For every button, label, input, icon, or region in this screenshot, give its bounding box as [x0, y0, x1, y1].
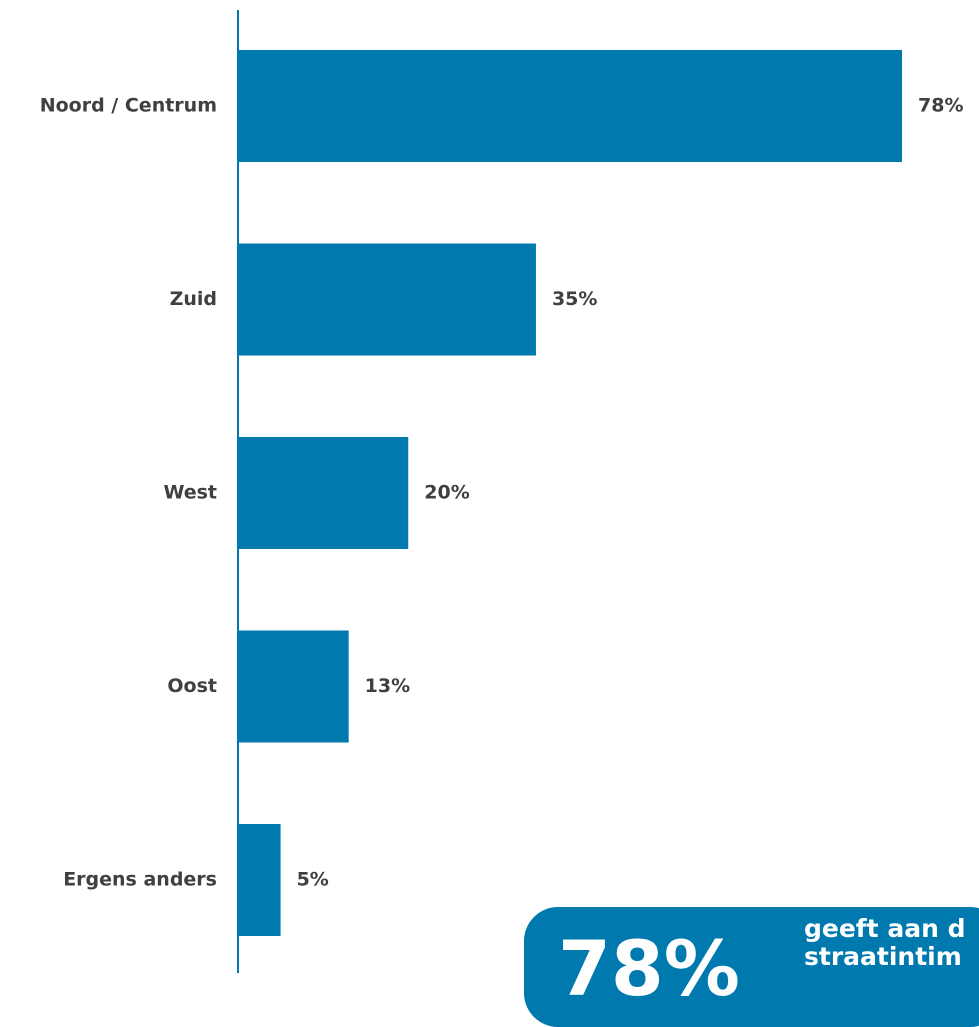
bar [238, 824, 281, 936]
category-label: Ergens anders [63, 869, 217, 891]
bar [238, 243, 536, 356]
value-label: 13% [365, 675, 410, 697]
value-label: 20% [424, 482, 469, 504]
callout-text: geeft aan d straatintim [804, 915, 979, 971]
callout-text-line2: straatintim [804, 942, 962, 971]
category-label: West [163, 482, 217, 504]
category-label: Oost [167, 675, 217, 697]
callout-text-line1: geeft aan d [804, 914, 966, 943]
bar-chart: Noord / Centrum 78% Zuid 35% West 20% Oost 13% E… [40, 10, 963, 973]
value-label: 78% [918, 95, 963, 117]
value-label: 5% [297, 869, 329, 891]
summary-callout: 78% geeft aan d straatintim [524, 907, 979, 1027]
bar [238, 50, 902, 162]
bar [238, 437, 409, 549]
category-label: Noord / Centrum [40, 95, 217, 117]
category-label: Zuid [170, 288, 217, 310]
bar [238, 630, 349, 743]
value-label: 35% [552, 288, 597, 310]
callout-value: 78% [558, 924, 740, 1013]
